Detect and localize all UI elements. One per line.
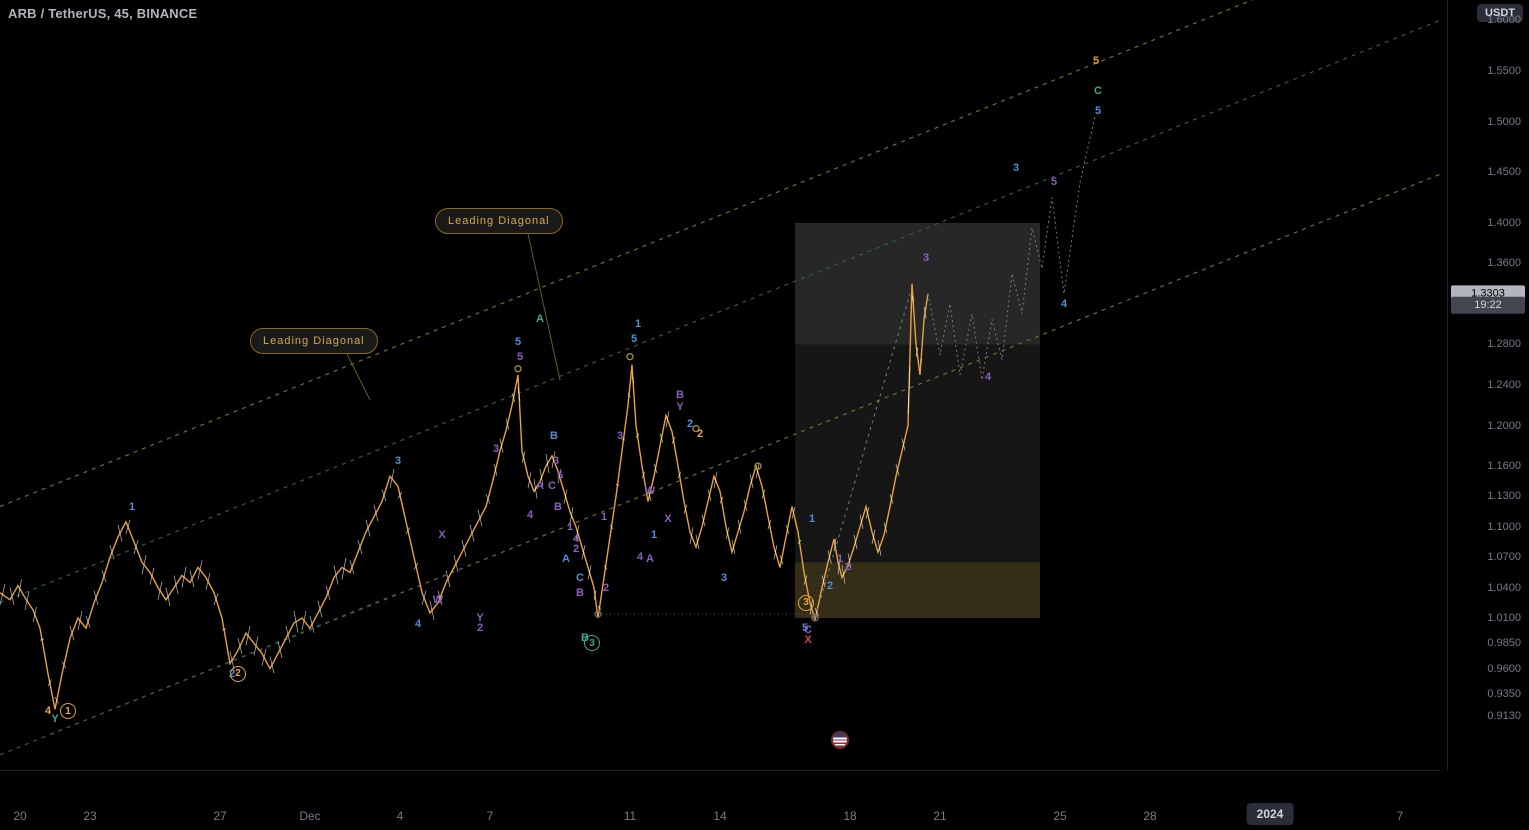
y-tick: 0.9350 [1487,688,1521,700]
y-tick: 1.2400 [1487,379,1521,391]
price-plot [0,0,1440,770]
x-tick: 27 [213,809,226,823]
y-tick: 1.2000 [1487,420,1521,432]
x-tick: 14 [713,809,726,823]
y-tick: 0.9600 [1487,663,1521,675]
wave-label-circled: 3 [798,595,814,611]
y-tick: 1.2800 [1487,338,1521,350]
x-tick: 28 [1143,809,1156,823]
x-tick: 18 [843,809,856,823]
x-tick: 11 [624,809,636,823]
x-tick: Dec [299,809,320,823]
x-tick: 23 [83,809,96,823]
y-tick: 1.4000 [1487,217,1521,229]
chart-area[interactable]: ARB / TetherUS, 45, BINANCE Leading Diag… [0,0,1440,770]
y-tick: 0.9850 [1487,637,1521,649]
y-tick: 0.9130 [1487,710,1521,722]
price-axis[interactable]: 1.6000 1.5500 1.5000 1.4500 1.4000 1.3600 1.28… [1447,0,1529,770]
x-tick: 7 [487,809,494,823]
annotation-callout: Leading Diagonal [435,208,563,234]
y-tick: 1.1600 [1487,460,1521,472]
event-flag-icon[interactable] [831,731,849,749]
wave-label-circled: 3 [584,635,600,651]
x-tick: 21 [933,809,946,823]
x-tick: 25 [1053,809,1066,823]
y-tick: 1.3600 [1487,257,1521,269]
bar-countdown-badge: 19:22 [1451,296,1525,313]
y-tick: 1.1000 [1487,521,1521,533]
y-tick: 1.6000 [1487,14,1521,26]
y-tick: 1.5000 [1487,116,1521,128]
x-tick: 20 [13,809,26,823]
time-axis[interactable]: 20 23 27 Dec 4 7 11 14 18 21 25 28 7 2024 [0,770,1440,830]
x-tick: 7 [1397,809,1404,823]
y-tick: 1.0700 [1487,551,1521,563]
wave-label-circled: 1 [60,703,76,719]
y-tick: 1.1300 [1487,490,1521,502]
wave-label-circled: 2 [230,666,246,682]
y-tick: 1.5500 [1487,65,1521,77]
y-tick: 1.0100 [1487,612,1521,624]
year-badge: 2024 [1247,803,1294,825]
y-tick: 1.4500 [1487,166,1521,178]
x-tick: 4 [397,809,404,823]
annotation-callout: Leading Diagonal [250,328,378,354]
y-tick: 1.0400 [1487,582,1521,594]
